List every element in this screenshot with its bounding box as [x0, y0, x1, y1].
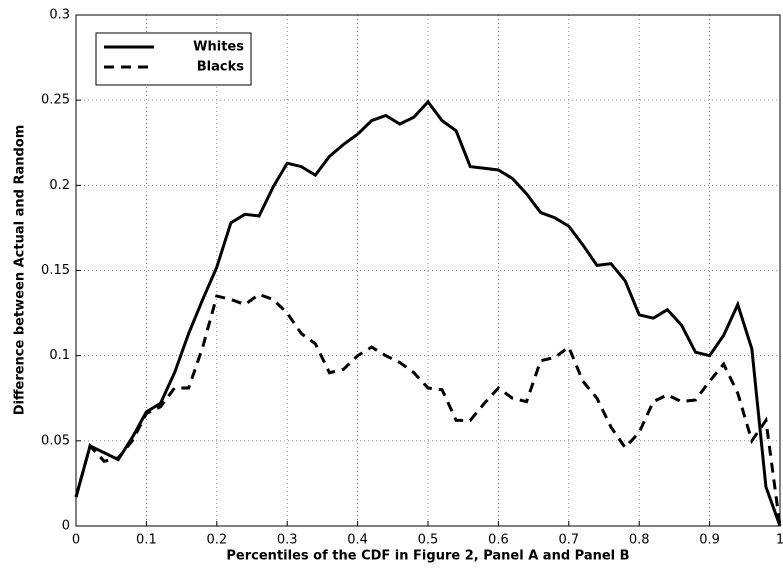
x-tick-label: 0.2 — [206, 533, 227, 548]
plot-frame — [75, 14, 781, 527]
x-tick-label: 0.9 — [699, 533, 720, 548]
y-tick-label: 0 — [62, 519, 70, 534]
y-axis-label: Difference between Actual and Random — [13, 125, 28, 416]
x-axis-label: Percentiles of the CDF in Figure 2, Pane… — [226, 549, 629, 564]
x-tick-label: 0.7 — [558, 533, 579, 548]
x-tick-label: 0.5 — [418, 533, 439, 548]
x-tick-label: 0.4 — [347, 533, 368, 548]
x-tick-label: 0.8 — [629, 533, 650, 548]
y-tick-label: 0.25 — [41, 93, 70, 108]
data-line — [74, 99, 782, 527]
legend-label: Blacks — [197, 60, 244, 75]
legend-label: Whites — [193, 40, 244, 55]
y-tick-label: 0.05 — [41, 433, 70, 448]
y-tick-label: 0.1 — [49, 348, 70, 363]
y-tick-label: 0.3 — [49, 8, 70, 23]
y-tick-label: 0.15 — [41, 263, 70, 278]
legend-box — [95, 32, 252, 86]
x-tick-label: 0 — [72, 533, 80, 548]
x-tick-label: 0.1 — [136, 533, 157, 548]
x-tick-label: 0.3 — [277, 533, 298, 548]
data-line — [74, 292, 782, 527]
x-tick-label: 1 — [776, 533, 783, 548]
x-tick-label: 0.6 — [488, 533, 509, 548]
y-tick-label: 0.2 — [49, 178, 70, 193]
